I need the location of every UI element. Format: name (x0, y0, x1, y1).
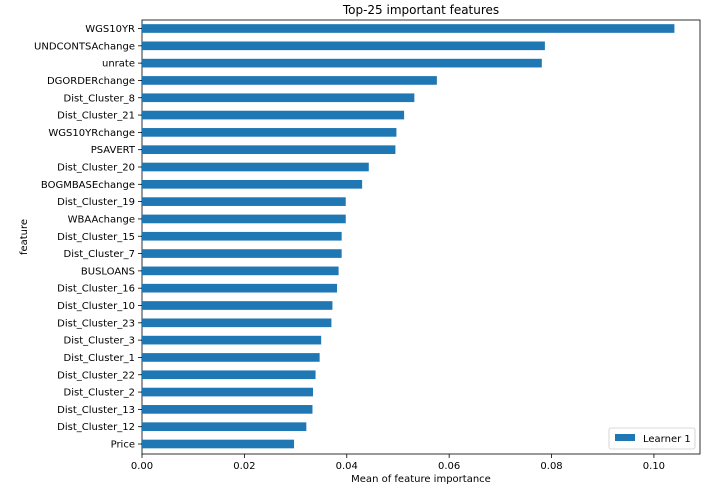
bar-undcontsachange (142, 41, 545, 51)
bar-dist-cluster-12 (142, 422, 307, 432)
y-tick-label: BUSLOANS (81, 266, 135, 277)
chart-title: Top-25 important features (342, 3, 499, 17)
y-tick-label: Dist_Cluster_10 (57, 301, 135, 312)
y-tick-label: Dist_Cluster_23 (57, 318, 135, 329)
bar-busloans (142, 266, 339, 276)
bar-dgorderchange (142, 76, 437, 85)
bar-psavert (142, 145, 396, 155)
y-tick-label: Dist_Cluster_15 (57, 232, 135, 243)
bar-dist-cluster-20 (142, 162, 369, 172)
y-tick-label: BOGMBASEchange (41, 180, 135, 191)
bar-dist-cluster-3 (142, 335, 322, 345)
y-tick-label: WGS10YRchange (48, 128, 135, 139)
legend: Learner 1 (608, 427, 696, 450)
bar-wgs10yr (142, 24, 675, 33)
bar-wbaachange (142, 214, 346, 224)
bar-price (142, 439, 295, 449)
y-tick-label: Dist_Cluster_21 (57, 111, 135, 122)
y-tick-label: PSAVERT (91, 145, 136, 156)
bar-wgs10yrchange (142, 128, 397, 137)
bar-dist-cluster-16 (142, 283, 338, 293)
legend-swatch-learner-1 (615, 434, 635, 441)
y-tick-label: Dist_Cluster_8 (64, 93, 135, 104)
y-tick-label: Dist_Cluster_20 (57, 163, 135, 174)
y-tick-label: unrate (102, 59, 135, 70)
y-tick-label: Dist_Cluster_7 (64, 249, 135, 260)
y-tick-label: WBAAchange (68, 214, 135, 225)
bar-unrate (142, 58, 542, 68)
x-tick-label: 0.00 (131, 461, 153, 472)
bar-dist-cluster-19 (142, 197, 346, 206)
y-tick-label: Dist_Cluster_1 (64, 353, 135, 364)
x-axis-title: Mean of feature importance (351, 474, 491, 485)
bar-dist-cluster-1 (142, 353, 320, 362)
bar-dist-cluster-13 (142, 405, 313, 414)
y-axis-category-labels: WGS10YR UNDCONTSAchange unrate DGORDERchang… (34, 24, 142, 451)
y-tick-label: Dist_Cluster_16 (57, 284, 135, 295)
bar-dist-cluster-10 (142, 301, 333, 310)
x-tick-label: 0.10 (643, 461, 665, 472)
y-tick-label: Dist_Cluster_19 (57, 197, 135, 208)
y-axis-title: feature (19, 219, 30, 255)
y-tick-label: Dist_Cluster_13 (57, 405, 135, 416)
bar-dist-cluster-8 (142, 93, 415, 103)
x-tick-label: 0.04 (336, 461, 358, 472)
x-tick-label: 0.08 (540, 461, 562, 472)
bar-dist-cluster-22 (142, 370, 316, 380)
bar-dist-cluster-21 (142, 110, 405, 120)
y-tick-label: DGORDERchange (47, 76, 135, 87)
x-tick-label: 0.02 (233, 461, 255, 472)
x-axis-ticks: 0.00 0.02 0.04 0.06 0.08 0.10 (131, 454, 665, 472)
bar-dist-cluster-7 (142, 249, 342, 258)
bars-group (142, 24, 675, 449)
y-tick-label: WGS10YR (85, 24, 135, 35)
legend-box (608, 427, 696, 450)
y-tick-label: Price (111, 440, 135, 451)
legend-label-learner-1: Learner 1 (643, 434, 691, 445)
y-tick-label: UNDCONTSAchange (34, 41, 135, 52)
y-tick-label: Dist_Cluster_3 (64, 336, 135, 347)
y-tick-label: Dist_Cluster_2 (64, 388, 135, 399)
bar-dist-cluster-2 (142, 387, 313, 397)
y-tick-label: Dist_Cluster_12 (57, 422, 135, 433)
x-tick-label: 0.06 (438, 461, 460, 472)
bar-bogmbasechange (142, 179, 363, 189)
bar-dist-cluster-23 (142, 318, 332, 328)
y-tick-label: Dist_Cluster_22 (57, 370, 135, 381)
bar-dist-cluster-15 (142, 231, 342, 241)
